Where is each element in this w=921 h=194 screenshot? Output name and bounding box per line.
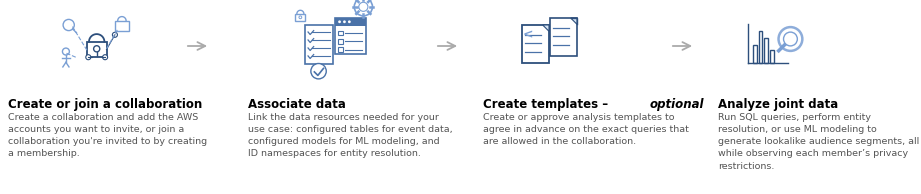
Ellipse shape — [112, 32, 117, 37]
Ellipse shape — [102, 55, 108, 60]
Bar — [296, 14, 305, 21]
Bar — [335, 18, 367, 26]
Bar — [770, 50, 775, 63]
Bar — [764, 38, 768, 63]
Text: Link the data resources needed for your
use case: configured tables for event da: Link the data resources needed for your … — [248, 113, 452, 158]
Bar — [551, 18, 577, 56]
Bar — [335, 18, 367, 54]
Text: Associate data: Associate data — [248, 98, 346, 111]
Bar — [87, 42, 107, 57]
Text: Analyze joint data: Analyze joint data — [718, 98, 838, 111]
Bar — [338, 31, 343, 36]
Ellipse shape — [343, 20, 346, 23]
Bar — [522, 25, 549, 63]
Ellipse shape — [355, 0, 372, 16]
Text: <: < — [523, 29, 533, 42]
Bar — [115, 21, 129, 31]
Ellipse shape — [86, 55, 91, 60]
Polygon shape — [542, 25, 549, 31]
Bar — [305, 25, 332, 64]
Text: Create or join a collaboration: Create or join a collaboration — [8, 98, 203, 111]
Text: Run SQL queries, perform entity
resolution, or use ML modeling to
generate looka: Run SQL queries, perform entity resoluti… — [718, 113, 919, 171]
Bar — [752, 45, 756, 63]
Ellipse shape — [348, 20, 351, 23]
Text: optional: optional — [650, 98, 705, 111]
Polygon shape — [571, 18, 577, 24]
Bar — [338, 47, 343, 52]
Text: Create a collaboration and add the AWS
accounts you want to invite, or join a
co: Create a collaboration and add the AWS a… — [8, 113, 207, 158]
Bar — [759, 31, 763, 63]
Text: Create or approve analysis templates to
agree in advance on the exact queries th: Create or approve analysis templates to … — [483, 113, 689, 146]
Ellipse shape — [311, 63, 326, 79]
Ellipse shape — [778, 27, 802, 51]
Ellipse shape — [338, 20, 341, 23]
Bar — [338, 39, 343, 44]
Text: Create templates –: Create templates – — [483, 98, 612, 111]
